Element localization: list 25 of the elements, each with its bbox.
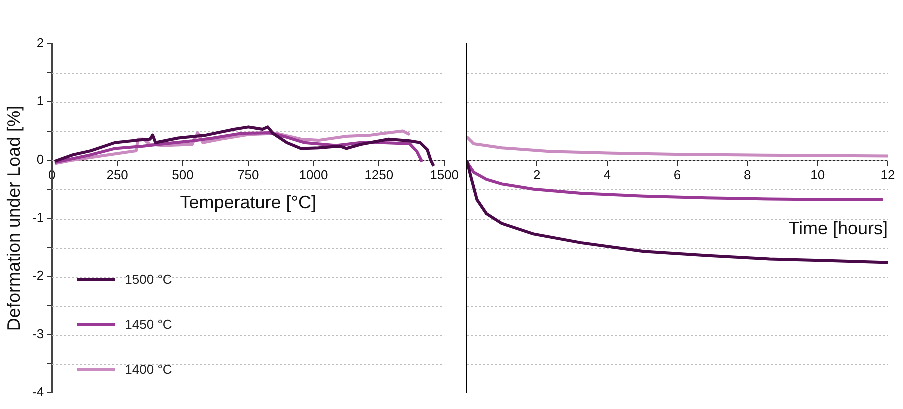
y-tick-label: 0 <box>36 152 44 167</box>
x-tick-label: 10 <box>810 168 826 183</box>
y-tick-label: -4 <box>32 384 44 400</box>
y-tick-label: 2 <box>36 36 44 51</box>
x-axis-title: Time [hours] <box>788 218 888 239</box>
x-tick-label: 8 <box>744 168 752 183</box>
x-tick-label: 1000 <box>299 168 328 183</box>
legend-label: 1450 °C <box>125 316 172 332</box>
y-tick-label: 1 <box>36 94 44 109</box>
x-tick-label: 4 <box>604 168 611 183</box>
x-tick-label: 500 <box>172 168 194 183</box>
y-tick-label: -3 <box>32 326 44 342</box>
x-tick-label: 12 <box>880 168 896 183</box>
legend-label: 1400 °C <box>125 362 172 376</box>
x-tick-label: 2 <box>534 168 541 183</box>
x-axis-title: Temperature [°C] <box>180 192 316 213</box>
y-tick-label: -1 <box>32 210 44 226</box>
x-tick-label: 6 <box>674 168 682 183</box>
y-tick-label: -2 <box>32 268 44 284</box>
legend-label: 1500 °C <box>125 272 172 286</box>
y-axis-title: Deformation under Load [%] <box>4 106 24 332</box>
x-tick-label: 1500 <box>430 168 459 183</box>
x-tick-label: 750 <box>238 168 260 183</box>
x-tick-label: 1250 <box>364 168 394 183</box>
x-tick-label: 250 <box>106 168 128 183</box>
